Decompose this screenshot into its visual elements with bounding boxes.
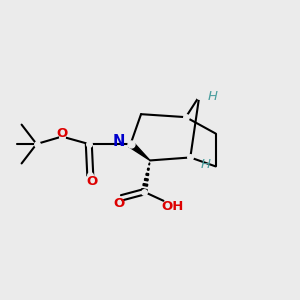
Text: O: O — [56, 127, 68, 140]
Polygon shape — [146, 173, 149, 175]
Polygon shape — [145, 178, 148, 181]
Text: O: O — [86, 176, 98, 188]
Text: OH: OH — [161, 200, 184, 213]
Text: H: H — [208, 90, 218, 103]
Text: O: O — [113, 197, 124, 210]
Polygon shape — [128, 142, 150, 160]
Polygon shape — [147, 168, 149, 170]
Polygon shape — [142, 189, 147, 191]
Polygon shape — [149, 163, 150, 165]
Polygon shape — [143, 184, 148, 186]
Text: N: N — [112, 134, 125, 149]
Text: H: H — [200, 158, 210, 171]
